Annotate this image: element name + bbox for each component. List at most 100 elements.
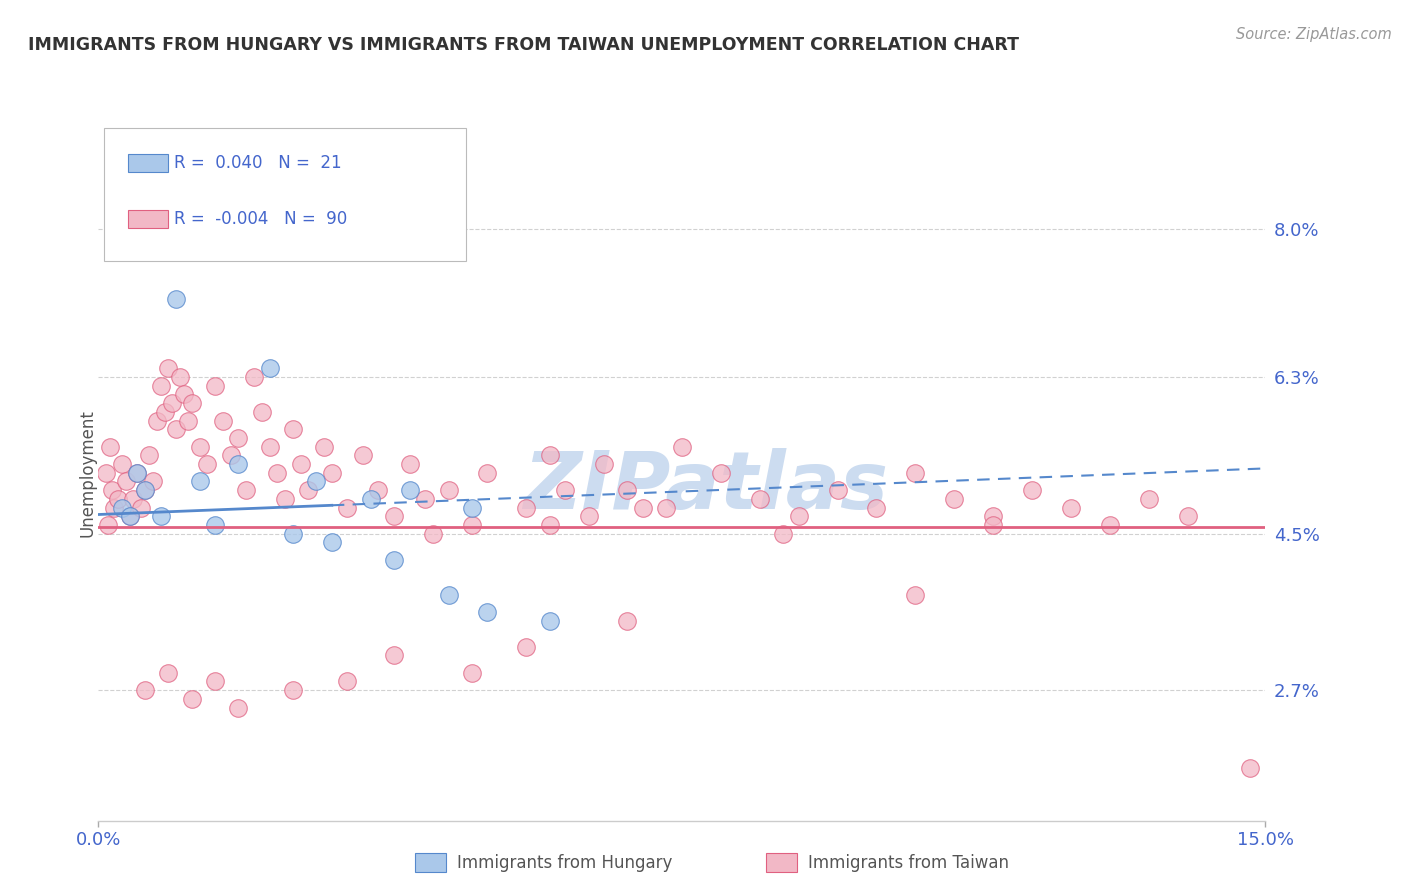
Point [1239,761,1261,775]
Point [461,500,484,515]
Point [103,500,125,515]
Point [219,448,242,462]
Point [122,491,145,506]
Point [180,396,202,410]
Point [538,614,561,628]
Y-axis label: Unemployment: Unemployment [79,409,96,537]
Point [157,361,180,376]
FancyBboxPatch shape [104,128,465,260]
Point [593,457,616,471]
FancyBboxPatch shape [128,154,169,172]
Point [312,440,335,454]
Point [321,535,343,549]
Point [169,370,191,384]
Point [477,466,499,480]
Point [138,448,160,462]
Text: Immigrants from Taiwan: Immigrants from Taiwan [808,855,1010,872]
Point [748,491,770,506]
Point [422,526,444,541]
Point [173,387,195,401]
Point [616,614,638,628]
Point [114,475,136,489]
Point [250,405,273,419]
Point [437,483,460,497]
Point [219,222,242,236]
Point [204,517,226,532]
Point [336,500,359,515]
Point [981,509,1004,524]
Point [146,414,169,428]
Point [212,414,235,428]
Point [228,431,250,445]
Point [177,414,200,428]
Point [228,700,250,714]
Point [904,466,927,480]
Point [1137,491,1160,506]
Point [165,292,187,306]
Point [1021,483,1043,497]
Point [134,683,156,698]
Point [162,396,184,410]
Point [259,440,281,454]
Point [827,483,849,497]
Point [266,466,288,480]
Point [274,491,297,506]
Point [352,448,374,462]
Point [367,483,389,497]
Point [382,509,405,524]
Point [538,448,561,462]
Point [101,483,124,497]
Point [578,509,600,524]
Point [515,500,537,515]
Point [188,475,211,489]
Point [157,665,180,680]
Point [127,466,149,480]
Point [290,457,312,471]
Point [204,674,226,689]
Point [118,509,141,524]
FancyBboxPatch shape [128,211,169,227]
Point [259,361,281,376]
Point [305,475,328,489]
Point [865,500,887,515]
Point [1177,509,1199,524]
Point [129,500,152,515]
Point [204,378,226,392]
Text: Source: ZipAtlas.com: Source: ZipAtlas.com [1236,27,1392,42]
Point [382,552,405,567]
Point [437,587,460,601]
Point [195,457,218,471]
Point [243,370,266,384]
Point [477,605,499,619]
Point [153,405,176,419]
Point [461,665,484,680]
Point [142,475,165,489]
Point [165,422,187,436]
Point [360,491,382,506]
Point [671,440,693,454]
Point [398,457,420,471]
Point [188,440,211,454]
Point [904,587,927,601]
Point [981,517,1004,532]
Point [118,509,141,524]
Point [235,483,257,497]
Point [281,683,304,698]
Text: R =  -0.004   N =  90: R = -0.004 N = 90 [174,210,347,227]
Point [134,483,156,497]
Point [281,526,304,541]
Point [98,440,121,454]
Point [107,491,129,506]
Point [616,483,638,497]
Point [413,491,436,506]
Point [281,422,304,436]
Point [297,483,319,497]
Point [772,526,794,541]
Text: R =  0.040   N =  21: R = 0.040 N = 21 [174,154,342,172]
Point [96,466,118,480]
Text: Immigrants from Hungary: Immigrants from Hungary [457,855,672,872]
Point [1060,500,1083,515]
Point [149,378,172,392]
Point [461,517,484,532]
Point [787,509,810,524]
